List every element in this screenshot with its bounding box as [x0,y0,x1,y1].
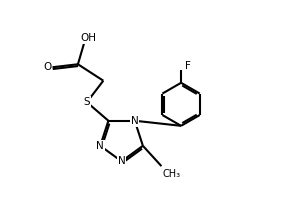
Text: S: S [83,97,90,107]
Text: F: F [185,61,191,71]
Text: O: O [43,62,51,72]
Text: N: N [131,116,139,126]
Text: N: N [96,141,104,151]
Text: CH₃: CH₃ [163,169,181,179]
Text: OH: OH [80,33,96,43]
Text: N: N [118,156,125,166]
